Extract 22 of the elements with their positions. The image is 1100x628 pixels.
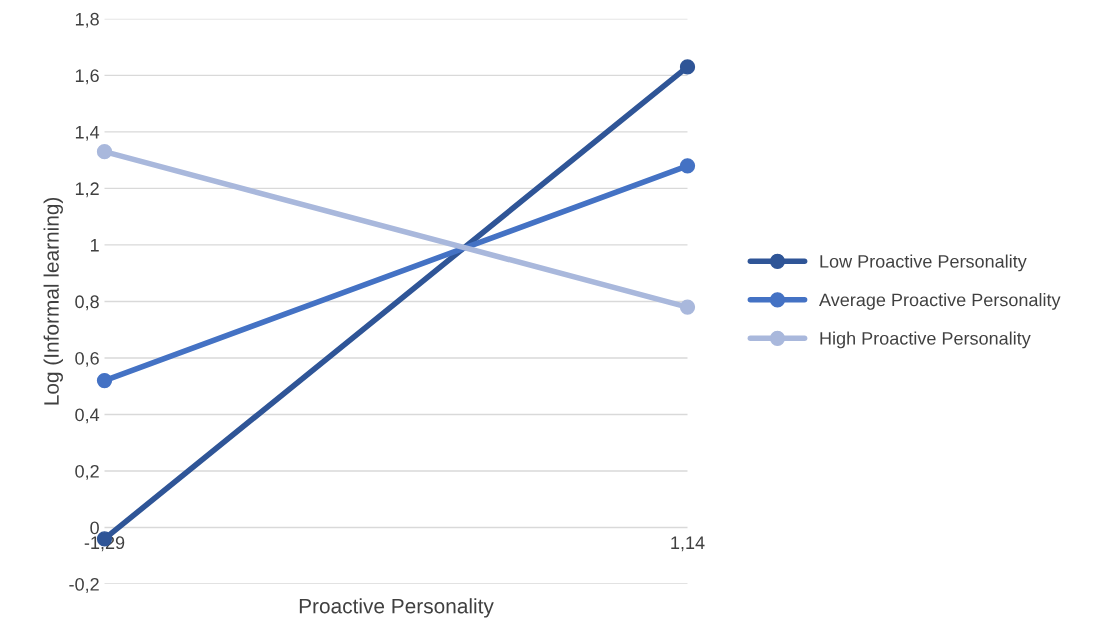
y-tick-label: 0,4	[75, 408, 100, 424]
y-tick-label: 0,2	[75, 464, 99, 480]
y-tick-label: 0,6	[75, 351, 99, 367]
point	[679, 299, 696, 315]
x-tick-label: 1,14	[671, 536, 705, 552]
y-tick-label: 0,8	[75, 295, 99, 311]
legend-label: High Proactive Personality	[820, 331, 1031, 349]
y-axis-title: Log (Informal learning)	[43, 197, 63, 405]
point	[679, 158, 696, 174]
point	[679, 59, 696, 75]
point	[96, 144, 113, 160]
legend-label: Low Proactive Personality	[820, 254, 1027, 272]
y-tick-label: 1,4	[75, 126, 100, 141]
y-tick-label: 0	[90, 521, 99, 535]
x-axis-title: Proactive Personality	[299, 598, 494, 618]
y-tick-label: -0,2	[69, 577, 99, 593]
y-tick-label: 1,6	[75, 69, 99, 85]
y-tick-label: 1,8	[75, 12, 99, 28]
legend-label: Average Proactive Personality	[819, 293, 1061, 310]
point	[96, 372, 113, 389]
y-tick-label: 1,2	[75, 182, 99, 198]
y-tick-label: 1	[90, 239, 99, 252]
